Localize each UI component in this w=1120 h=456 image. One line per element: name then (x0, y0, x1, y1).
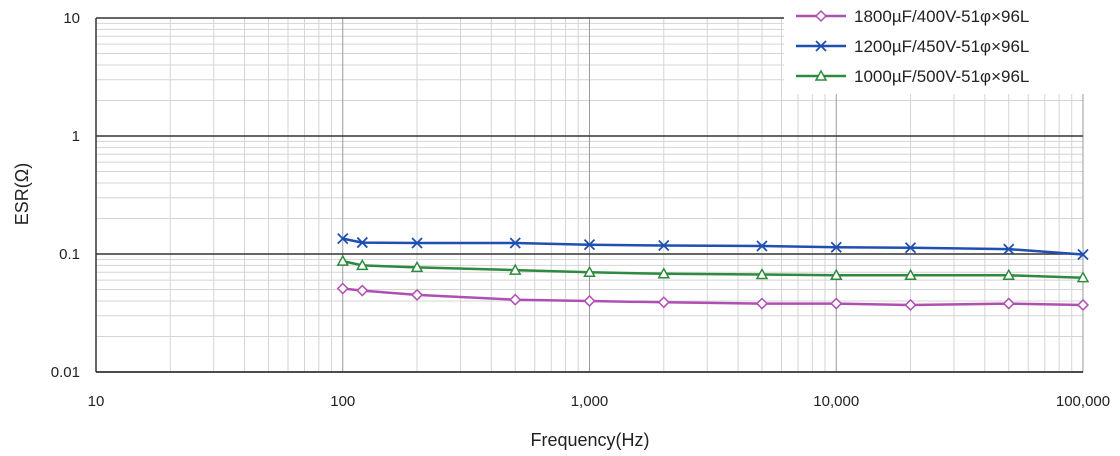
data-point-diamond (583, 294, 596, 308)
data-point-diamond (410, 288, 424, 301)
data-point-x-stroke (904, 242, 917, 254)
data-point-x-stroke (815, 40, 827, 52)
legend: 1800µF/400V-51φ×96L 1200µF/450V-51φ×96L 10… (784, 2, 1104, 94)
x-tick-label: 100,000 (1056, 393, 1110, 410)
y-tick-label: 10 (63, 10, 80, 27)
data-point-x-stroke (1077, 248, 1089, 261)
data-point-triangle (336, 254, 350, 266)
data-point-diamond (1076, 298, 1090, 312)
x-tick-label: 10 (88, 393, 105, 410)
data-point-diamond (356, 284, 369, 297)
data-point-triangle (1002, 268, 1015, 281)
data-point-triangle (904, 268, 917, 281)
y-tick-label: 0.1 (59, 246, 80, 263)
data-point-triangle (356, 258, 369, 271)
data-point-x (830, 241, 842, 253)
series-line (342, 287, 1084, 307)
data-point-diamond (830, 297, 843, 310)
legend-label: 1200µF/450V-51φ×96L (854, 37, 1029, 56)
data-point-x (337, 232, 349, 245)
data-point-x (356, 236, 368, 249)
data-point-x-stroke (1003, 243, 1015, 255)
tick-labels: 10 100 1,000 10,000 100,000 0.01 0.1 1 10 (51, 10, 1110, 410)
data-point-diamond (904, 298, 917, 312)
data-point-x (583, 239, 596, 251)
data-point-x-stroke (756, 240, 768, 252)
data-point-x (815, 40, 827, 52)
y-tick-label: 1 (72, 128, 80, 145)
series-1 (336, 282, 1090, 312)
data-point-x-stroke (583, 239, 596, 251)
data-point-triangle (583, 265, 596, 278)
axes (95, 18, 1083, 373)
data-point-x-stroke (509, 237, 521, 249)
legend-label: 1000µF/500V-51φ×96L (854, 67, 1029, 86)
data-point-x (1003, 243, 1015, 255)
x-tick-label: 10,000 (813, 393, 859, 410)
data-point-x-stroke (830, 241, 842, 253)
x-axis-title: Frequency(Hz) (530, 430, 649, 450)
data-point-x-stroke (337, 232, 349, 245)
x-tick-label: 100 (330, 393, 355, 410)
data-point-x (1077, 248, 1089, 261)
legend-item: 1800µF/400V-51φ×96L (796, 7, 1029, 26)
legend-label: 1800µF/400V-51φ×96L (854, 7, 1029, 26)
data-point-x (411, 237, 423, 249)
data-point-diamond (657, 296, 670, 309)
data-point-diamond (336, 282, 349, 295)
data-point-diamond (814, 9, 828, 23)
series-2 (337, 232, 1089, 261)
data-point-diamond (1002, 297, 1015, 310)
data-point-diamond (509, 293, 522, 306)
data-point-diamond (755, 297, 769, 310)
data-point-triangle (508, 263, 522, 275)
series-group (336, 232, 1090, 312)
series-line (342, 237, 1084, 256)
legend-item: 1000µF/500V-51φ×96L (796, 67, 1029, 86)
series-3 (336, 254, 1090, 283)
data-point-triangle (829, 268, 843, 281)
legend-background (784, 2, 1104, 94)
data-point-x-stroke (411, 237, 423, 249)
data-point-triangle (755, 267, 769, 280)
data-point-triangle (1076, 271, 1090, 283)
data-point-x-stroke (356, 236, 368, 249)
data-point-x-stroke (658, 239, 670, 252)
data-point-x (509, 237, 521, 249)
legend-item: 1200µF/450V-51φ×96L (796, 37, 1029, 56)
data-point-x (904, 242, 917, 254)
data-point-triangle (657, 267, 671, 279)
y-axis-title: ESR(Ω) (12, 163, 32, 225)
series-line (342, 259, 1084, 279)
data-point-x (658, 239, 670, 252)
data-point-triangle (410, 260, 424, 273)
y-tick-label: 0.01 (51, 364, 80, 381)
x-tick-label: 1,000 (571, 393, 609, 410)
data-point-x (756, 240, 768, 252)
data-point-triangle (814, 69, 828, 81)
